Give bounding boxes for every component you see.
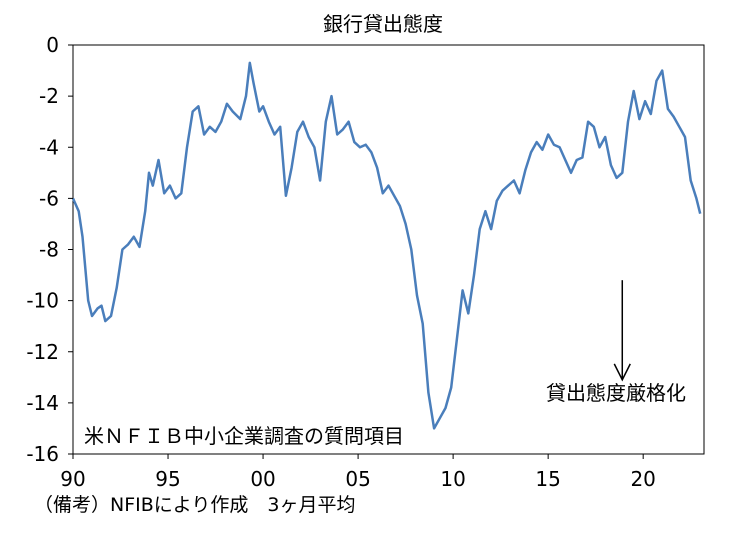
chart-title: 銀行貸出態度 [323,12,443,36]
x-tick-label: 05 [345,467,370,491]
y-tick-label: 0 [46,33,59,57]
footnote: （備考）NFIBにより作成 3ヶ月平均 [34,494,356,516]
y-tick-label: -2 [39,84,59,108]
tightening-arrow [613,280,631,382]
y-axis: 0 -2 -4 -6 -8 -10 -12 -14 -16 [26,33,73,466]
x-axis: 90 95 00 05 10 15 20 [60,454,656,491]
y-tick-label: -10 [26,289,59,313]
arrow-head [613,363,631,382]
x-tick-label: 95 [155,467,180,491]
x-tick-label: 90 [60,467,85,491]
y-tick-label: -6 [39,186,59,210]
y-tick-label: -12 [26,340,59,364]
x-tick-label: 15 [535,467,560,491]
y-tick-label: -8 [39,238,59,262]
y-tick-label: -4 [39,135,59,159]
tightening-label: 貸出態度厳格化 [546,381,686,405]
x-tick-label: 00 [250,467,275,491]
x-tick-label: 20 [630,467,655,491]
y-tick-label: -16 [26,442,59,466]
series-line [71,61,702,430]
y-tick-label: -14 [26,391,59,415]
question-note: 米ＮＦＩＢ中小企業調査の質問項目 [84,424,404,448]
x-tick-label: 10 [440,467,465,491]
